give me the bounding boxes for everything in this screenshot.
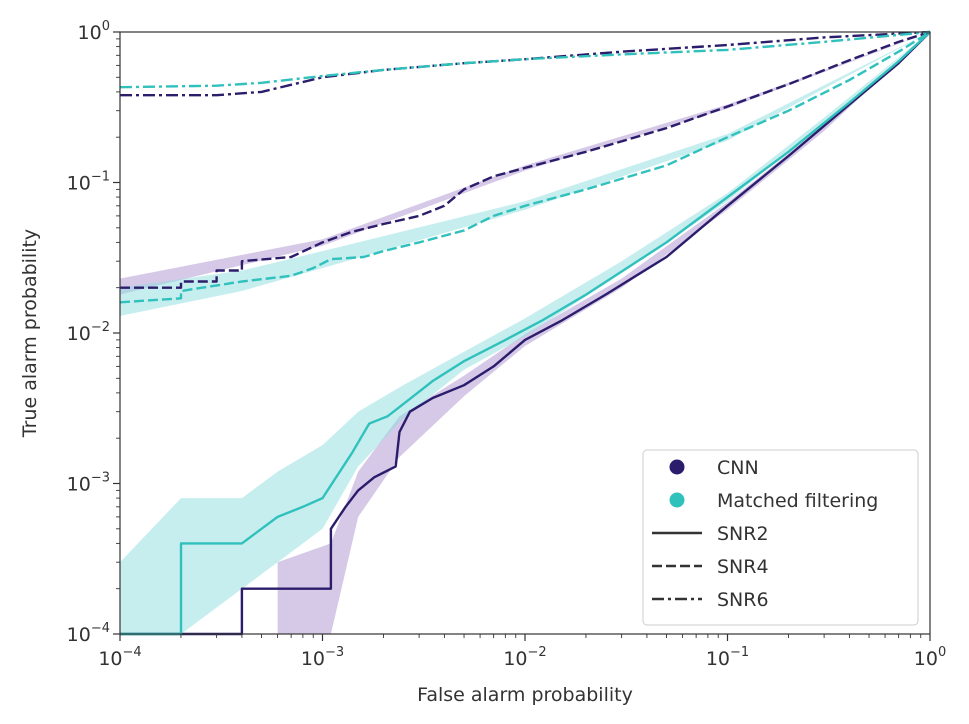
series-cnn-snr2	[120, 31, 931, 636]
y-tick-label: 10−3	[67, 471, 110, 496]
legend-label-snr6: SNR6	[717, 589, 769, 611]
legend-marker-cnn	[669, 459, 685, 475]
legend-label-snr4: SNR4	[717, 556, 769, 578]
x-tick-label: 100	[914, 645, 946, 670]
band-cnn-snr4	[120, 32, 930, 295]
series-matched-filtering-snr6	[119, 30, 931, 89]
x-tick-label: 10−4	[98, 645, 141, 670]
series-matched-filtering-snr2	[120, 31, 931, 636]
series-cnn-snr4	[120, 30, 931, 289]
legend-box	[642, 449, 919, 626]
band-matched-filtering-snr2	[120, 32, 930, 634]
band-matched-filtering-snr4	[120, 32, 930, 316]
legend: CNN Matched filtering SNR2 SNR4 SNR6	[642, 449, 919, 626]
x-axis-ticks: 10−4 10−3 10−2 10−1 100	[98, 634, 946, 670]
legend-label-snr2: SNR2	[717, 523, 769, 545]
x-tick-label: 10−2	[503, 645, 546, 670]
y-tick-label: 100	[78, 19, 110, 44]
series-cnn-snr6	[120, 30, 931, 97]
legend-label-cnn: CNN	[717, 457, 759, 479]
y-tick-label: 10−4	[67, 621, 110, 646]
x-tick-label: 10−3	[301, 645, 344, 670]
x-tick-label: 10−1	[706, 645, 749, 670]
legend-label-matched-filtering: Matched filtering	[717, 490, 878, 512]
x-axis-label: False alarm probability	[417, 684, 633, 706]
series-matched-filtering-snr4	[119, 30, 931, 304]
y-tick-label: 10−2	[67, 320, 110, 345]
legend-marker-matched-filtering	[669, 492, 685, 508]
roc-curves	[119, 30, 931, 636]
y-axis-ticks: 10−4 10−3 10−2 10−1 100	[67, 19, 120, 646]
y-tick-label: 10−1	[67, 170, 110, 195]
y-axis-label: True alarm probability	[19, 229, 41, 438]
